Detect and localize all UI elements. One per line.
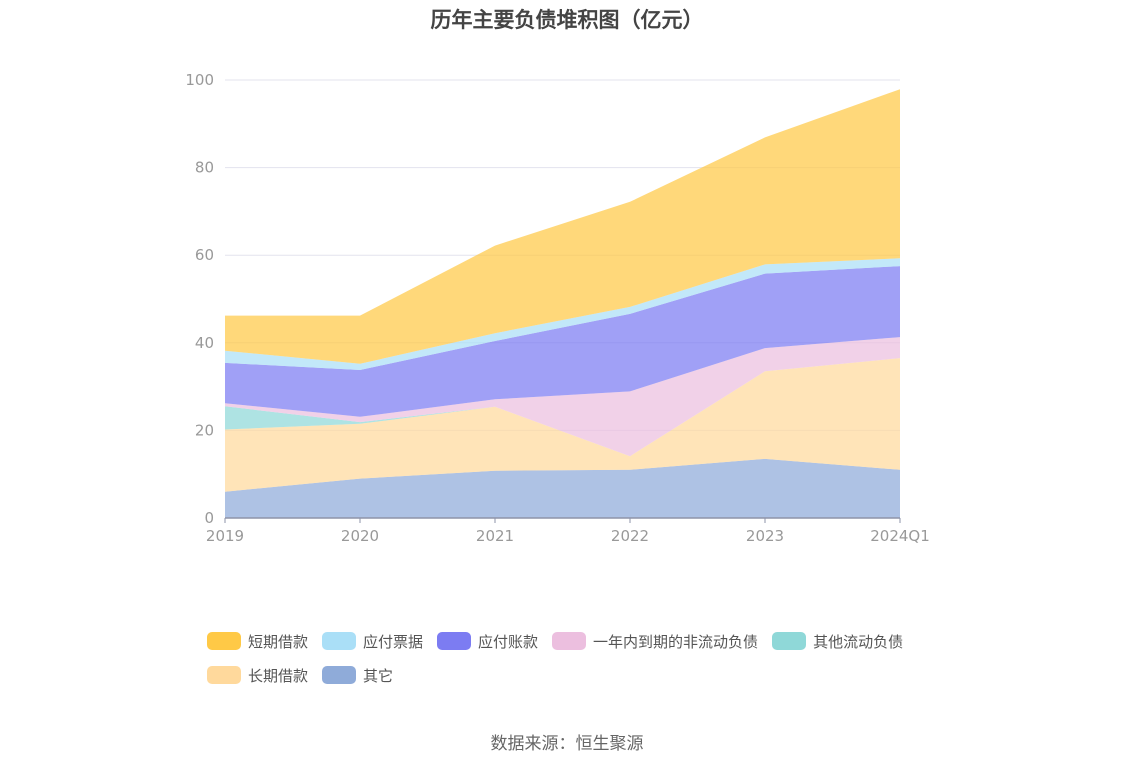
legend-label: 其它 bbox=[363, 666, 394, 685]
x-tick-label: 2020 bbox=[341, 527, 379, 545]
legend-label: 应付票据 bbox=[363, 632, 424, 651]
legend-item[interactable]: 一年内到期的非流动负债 bbox=[552, 630, 758, 652]
legend-swatch bbox=[552, 632, 587, 650]
area-series-3[interactable] bbox=[225, 337, 900, 457]
legend-label: 一年内到期的非流动负债 bbox=[593, 632, 759, 651]
y-tick-label: 60 bbox=[195, 246, 214, 264]
x-tick-label: 2019 bbox=[206, 527, 244, 545]
legend-item[interactable]: 短期借款 bbox=[207, 630, 308, 652]
legend-label: 其他流动负债 bbox=[813, 632, 904, 651]
source-note: 数据来源：恒生聚源 bbox=[490, 734, 644, 754]
legend-swatch bbox=[772, 632, 807, 650]
area-series-0[interactable] bbox=[225, 458, 900, 518]
y-tick-label: 100 bbox=[185, 71, 214, 89]
legend-label: 长期借款 bbox=[248, 666, 309, 685]
y-tick-label: 0 bbox=[204, 509, 214, 527]
legend: 短期借款 应付票据 应付账款 一年内到期的非流动负债 其他流动负债长期借款 其它 bbox=[207, 630, 967, 686]
area-series bbox=[225, 89, 900, 518]
legend-label: 应付账款 bbox=[478, 632, 539, 651]
legend-swatch bbox=[207, 632, 241, 650]
legend-swatch bbox=[322, 666, 357, 684]
y-tick-label: 20 bbox=[195, 421, 214, 439]
legend-swatch bbox=[437, 632, 472, 650]
area-series-4[interactable] bbox=[225, 266, 900, 417]
x-tick-label: 2024Q1 bbox=[870, 527, 930, 545]
legend-swatch bbox=[322, 632, 357, 650]
x-tick-label: 2021 bbox=[476, 527, 514, 545]
legend-item[interactable]: 应付票据 bbox=[322, 630, 423, 652]
area-series-1[interactable] bbox=[225, 358, 900, 492]
y-tick-label: 80 bbox=[195, 159, 214, 177]
legend-item[interactable]: 长期借款 bbox=[207, 664, 308, 686]
area-series-6[interactable] bbox=[225, 89, 900, 364]
x-tick-label: 2023 bbox=[746, 527, 784, 545]
y-tick-label: 40 bbox=[195, 334, 214, 352]
legend-item[interactable]: 其他流动负债 bbox=[772, 630, 903, 652]
legend-swatch bbox=[207, 666, 241, 684]
legend-item[interactable]: 其它 bbox=[322, 664, 393, 686]
axes: 0 20 40 60 80 100 2019 2020 2021 2022 2023 2024Q1 bbox=[185, 71, 929, 545]
x-tick-label: 2022 bbox=[611, 527, 649, 545]
area-series-5[interactable] bbox=[225, 258, 900, 370]
legend-item[interactable]: 应付账款 bbox=[437, 630, 538, 652]
chart-title: 历年主要负债堆积图（亿元） bbox=[430, 8, 704, 32]
legend-label: 短期借款 bbox=[248, 632, 309, 651]
